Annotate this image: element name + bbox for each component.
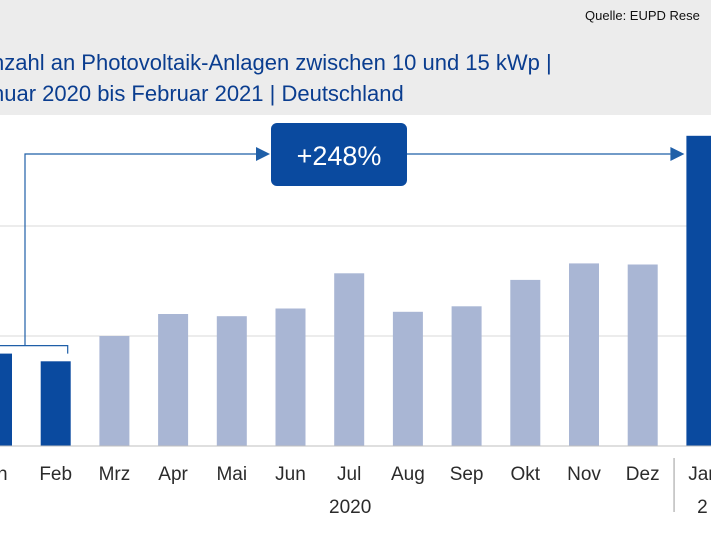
bar-sep bbox=[451, 306, 482, 446]
x-tick-label: Apr bbox=[158, 464, 188, 485]
arrowhead-left bbox=[256, 147, 270, 161]
source-note: Quelle: EUPD Rese bbox=[585, 8, 700, 23]
header-band bbox=[0, 0, 711, 115]
callout-box bbox=[271, 123, 407, 186]
x-tick-label: Jar bbox=[688, 464, 711, 485]
x-tick-label: an bbox=[0, 464, 8, 485]
year-group-label: 2 bbox=[697, 497, 708, 518]
callout-label: +248% bbox=[297, 141, 382, 171]
x-tick-label: Mai bbox=[216, 464, 247, 485]
bars bbox=[0, 135, 711, 447]
bar-an bbox=[0, 353, 12, 446]
arrowhead-right bbox=[670, 147, 685, 161]
bar-nov bbox=[569, 263, 599, 446]
x-tick-label: Sep bbox=[450, 464, 484, 485]
growth-annotation: +248% bbox=[0, 123, 685, 354]
x-tick-label: Jul bbox=[337, 464, 361, 485]
bar-jun bbox=[275, 308, 306, 446]
bar-mrz bbox=[99, 336, 130, 446]
x-tick-label: Okt bbox=[511, 464, 541, 485]
bar-jar bbox=[686, 135, 711, 447]
x-axis: an Feb Mrz Apr Mai Jun Jul Aug Sep Okt Nov Dez Jar 20… bbox=[0, 445, 711, 518]
connector-line bbox=[24, 153, 256, 346]
chart-title-line-2: nuar 2020 bis Februar 2021 | Deutschland bbox=[0, 81, 404, 106]
year-group-label: 2020 bbox=[329, 497, 371, 518]
bar-mai bbox=[216, 316, 247, 446]
bar-feb bbox=[40, 361, 71, 446]
bracket-line bbox=[0, 345, 69, 354]
bar-apr bbox=[158, 314, 189, 446]
x-tick-label: Dez bbox=[626, 464, 660, 485]
bar-aug bbox=[392, 311, 423, 446]
x-tick-label: Feb bbox=[39, 464, 72, 485]
bar-dez bbox=[627, 264, 658, 446]
x-tick-label: Aug bbox=[391, 464, 425, 485]
bar-okt bbox=[510, 279, 541, 446]
x-tick-label: Jun bbox=[275, 464, 306, 485]
bar-jul bbox=[334, 273, 365, 446]
chart-title-line-1: nzahl an Photovoltaik-Anlagen zwischen 1… bbox=[0, 50, 552, 75]
x-tick-label: Nov bbox=[567, 464, 601, 485]
x-tick-label: Mrz bbox=[99, 464, 131, 485]
